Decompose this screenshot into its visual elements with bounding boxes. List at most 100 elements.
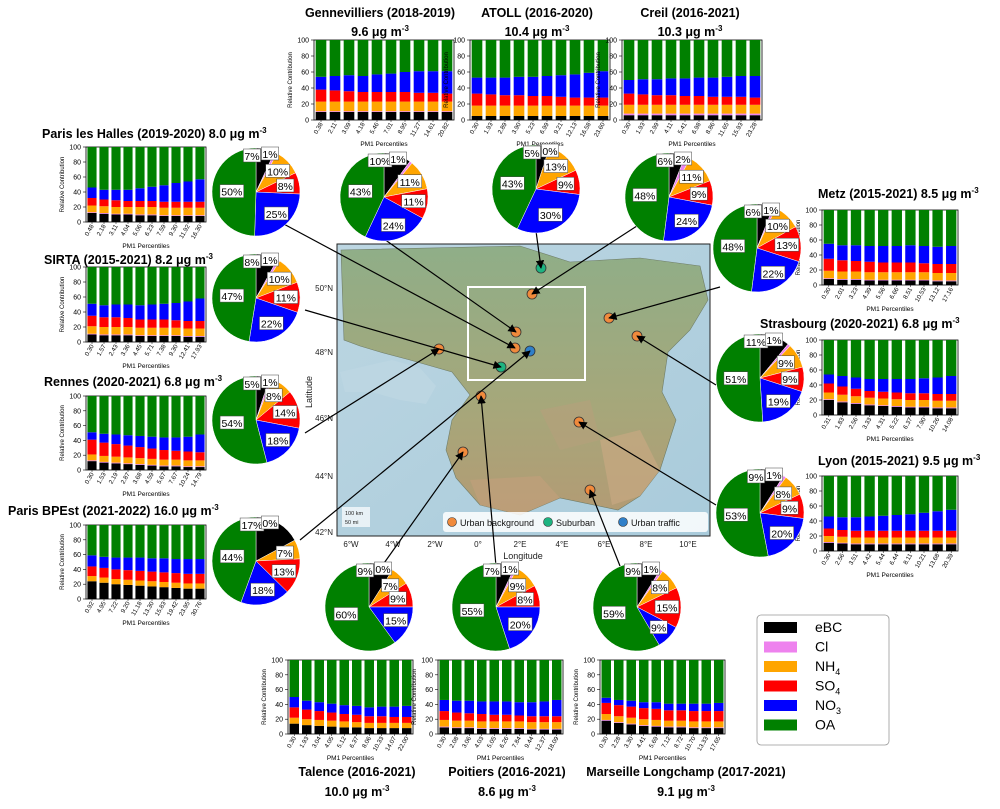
- bar-segment-Cl: [721, 113, 733, 116]
- bar-segment-NO3: [315, 76, 327, 90]
- bar-segment-eBC: [664, 727, 674, 734]
- scale-label: 50 mi: [345, 520, 358, 526]
- bar-segment-NH4: [665, 104, 677, 114]
- bar-segment-OA: [289, 660, 299, 697]
- pie-chart: 7% 1% 9% 8% 20% 55%: [451, 561, 541, 652]
- bar-segment-NO3: [639, 702, 649, 709]
- bar-segment-SO4: [99, 317, 109, 327]
- bar-segment-eBC: [527, 116, 539, 120]
- bar-segment-eBC: [932, 544, 943, 551]
- bar-segment-SO4: [707, 96, 719, 105]
- y-tick-label: 20: [809, 398, 817, 405]
- bar-segment-NO3: [111, 189, 121, 201]
- pie-label-box: [769, 526, 794, 540]
- bar-segment-NO3: [87, 187, 97, 198]
- bar-segment-NH4: [171, 459, 181, 466]
- bar-segment-NO3: [427, 71, 439, 93]
- bar-segment-NO3: [679, 78, 691, 96]
- bar-segment-OA: [837, 210, 848, 246]
- x-tick-label: 14.79: [190, 471, 204, 488]
- bar-segment-OA: [489, 660, 499, 702]
- x-tick-label: 23.60: [593, 121, 607, 138]
- bar-segment-Cl: [159, 335, 169, 336]
- bar-segment-SO4: [439, 711, 449, 720]
- bar-segment-SO4: [111, 317, 121, 327]
- bar-segment-SO4: [352, 714, 362, 723]
- bay-of-biscay: [340, 360, 436, 404]
- bar-segment-Cl: [123, 334, 133, 336]
- bar-segment-NH4: [171, 207, 181, 216]
- pie-label: 2%: [675, 154, 690, 166]
- pie-chart: 5% 0% 13% 9% 30% 43%: [491, 143, 581, 234]
- bar-chart: ATOLL (2016-2020) 10.4 μg m-3 0 20 40 60 80 100…: [444, 6, 611, 148]
- x-tick-label: 13.33: [696, 735, 710, 752]
- pie-label-box: [781, 371, 799, 386]
- pie-label: 9%: [748, 472, 763, 484]
- bar-segment-Cl: [539, 728, 549, 730]
- bar-segment-eBC: [183, 467, 193, 470]
- bar-segment-Cl: [946, 407, 957, 409]
- bar-segment-Cl: [439, 726, 449, 728]
- bar-segment-OA: [749, 40, 761, 76]
- pie-label-box: [264, 206, 289, 221]
- x-tick-label: 6.26: [498, 735, 510, 749]
- y-tick-label: 0: [813, 549, 817, 556]
- pie-label-box: [374, 561, 392, 576]
- massif-central-relief: [540, 400, 600, 450]
- pie-chart: 10% 1% 11% 11% 24% 43%: [339, 151, 429, 242]
- bar-segment-NO3: [735, 76, 747, 97]
- bar-segment-NO3: [932, 246, 943, 264]
- pie-slice-OA: [324, 562, 396, 652]
- bar-segment-eBC: [123, 464, 133, 470]
- bar-segment-NO3: [159, 303, 169, 320]
- bar-segment-SO4: [441, 93, 453, 102]
- pie-label: 44%: [222, 552, 243, 564]
- y-tick-label: 80: [275, 672, 283, 679]
- bar-segment-OA: [637, 40, 649, 80]
- bar-segment-SO4: [499, 95, 511, 106]
- bar-segment-SO4: [721, 96, 733, 105]
- bar-segment-NO3: [329, 76, 341, 91]
- bar-segment-SO4: [932, 264, 943, 273]
- x-tick-label: 17.93: [190, 343, 204, 360]
- bar-segment-NO3: [195, 559, 205, 574]
- x-tick-label: 10.53: [914, 286, 928, 303]
- bar-segment-NO3: [946, 246, 957, 264]
- site-mass: 10.0 μg m-3: [325, 784, 390, 799]
- bar-segment-eBC: [99, 335, 109, 342]
- x-tick-label: 14.61: [423, 121, 437, 138]
- bar-segment-NH4: [499, 105, 511, 116]
- y-tick-label: 40: [73, 310, 81, 317]
- bar-segment-NO3: [171, 437, 181, 451]
- y-tick-label: 100: [271, 658, 283, 665]
- bar-segment-NO3: [171, 183, 181, 202]
- bar-segment-eBC: [597, 116, 609, 120]
- legend-swatch-NO3: [764, 700, 797, 711]
- x-tick-label: 2.28: [610, 735, 622, 749]
- bar-segment-eBC: [905, 407, 916, 415]
- bar-segment-OA: [147, 396, 157, 437]
- legend-marker: [618, 517, 628, 527]
- bar-segment-OA: [302, 660, 312, 701]
- bar-segment-eBC: [195, 216, 205, 222]
- pie-label: 13%: [776, 240, 797, 252]
- bar-segment-NH4: [637, 104, 649, 114]
- pie-label-box: [656, 153, 674, 168]
- bar-segment-NO3: [413, 71, 425, 93]
- x-tick-label: 17.16: [941, 286, 955, 303]
- pie-label: 48%: [722, 241, 743, 253]
- bar-segment-NH4: [377, 722, 387, 729]
- bar-segment-Cl: [87, 460, 97, 462]
- bar-segment-Cl: [651, 725, 661, 727]
- bar-segment-OA: [626, 660, 636, 701]
- x-tick-label: 15.93: [731, 121, 745, 138]
- bar-segment-SO4: [918, 393, 930, 400]
- pie-label-box: [265, 164, 290, 178]
- bar-segment-Cl: [878, 543, 889, 545]
- bar-segment-Cl: [159, 215, 169, 216]
- bar-segment-NO3: [502, 701, 512, 715]
- bar-segment-Cl: [123, 213, 133, 215]
- bar-segment-eBC: [489, 728, 499, 734]
- bar-segment-eBC: [123, 335, 133, 342]
- bar-segment-OA: [171, 147, 181, 183]
